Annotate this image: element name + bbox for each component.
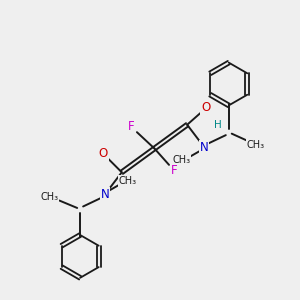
Text: F: F xyxy=(128,120,135,133)
Text: CH₃: CH₃ xyxy=(40,192,58,202)
Text: CH₃: CH₃ xyxy=(118,176,137,186)
Text: N: N xyxy=(200,140,208,154)
Text: F: F xyxy=(171,164,178,177)
Text: CH₃: CH₃ xyxy=(247,140,265,150)
Text: H: H xyxy=(214,120,222,130)
Text: CH₃: CH₃ xyxy=(172,155,190,165)
Text: N: N xyxy=(100,188,109,201)
Text: O: O xyxy=(201,101,211,114)
Text: O: O xyxy=(98,147,108,160)
